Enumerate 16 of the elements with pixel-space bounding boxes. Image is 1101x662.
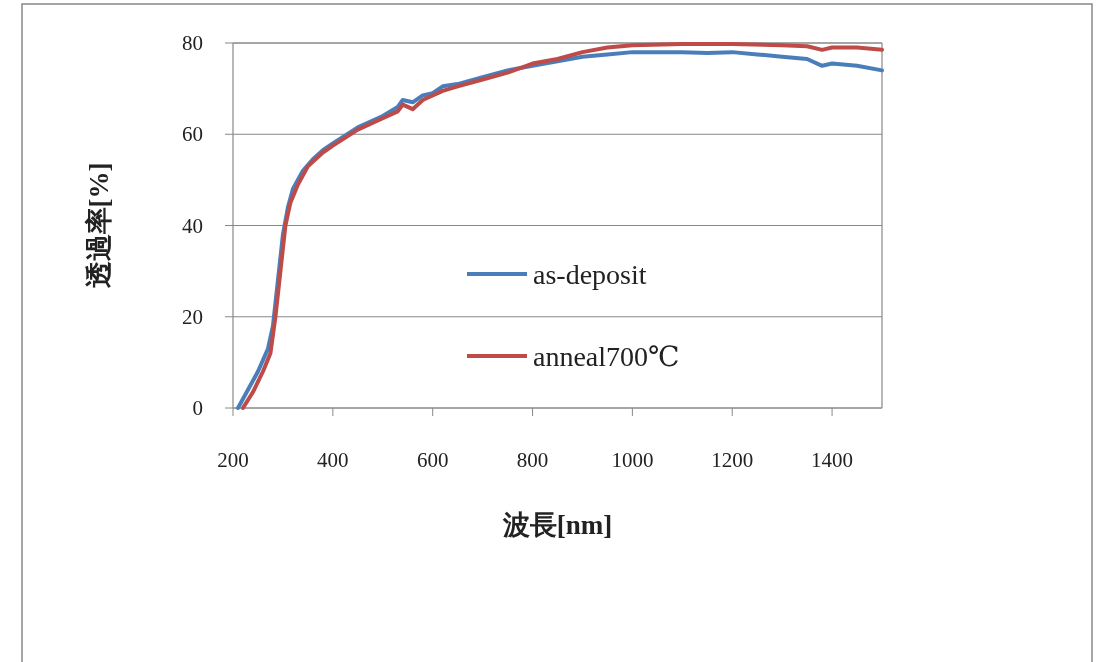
y-axis-title: 透過率[%]: [84, 162, 114, 289]
legend-label: anneal700℃: [533, 341, 680, 372]
x-tick-label: 1400: [811, 448, 854, 472]
x-tick-label: 400: [317, 448, 349, 472]
y-tick-label: 0: [192, 396, 203, 420]
y-tick-label: 20: [182, 304, 203, 329]
x-tick-label: 600: [416, 448, 449, 472]
y-tick-label: 60: [182, 122, 203, 147]
x-tick-label: 800: [516, 448, 549, 472]
x-axis-title: 波長[nm]: [501, 510, 613, 540]
y-tick-label: 40: [182, 213, 203, 238]
legend-label: as-deposit: [533, 259, 647, 290]
x-tick-label: 1000: [611, 448, 654, 472]
x-tick-label: 1200: [711, 448, 754, 472]
y-tick-label: 80: [182, 31, 203, 55]
x-tick-label: 200: [217, 448, 249, 472]
